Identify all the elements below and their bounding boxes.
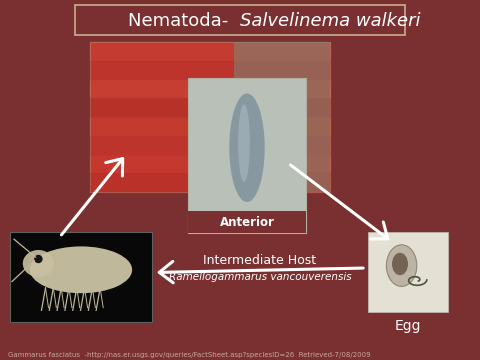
- Text: Egg: Egg: [395, 319, 421, 333]
- Text: Anterior: Anterior: [219, 216, 275, 229]
- Ellipse shape: [392, 253, 408, 275]
- Ellipse shape: [386, 245, 417, 287]
- Text: Gammarus fasciatus  -http://nas.er.usgs.gov/queries/FactSheet.asp?speciesID=26  : Gammarus fasciatus -http://nas.er.usgs.g…: [8, 352, 371, 358]
- Text: Salvelinema walkeri: Salvelinema walkeri: [240, 12, 420, 30]
- Bar: [368, 232, 448, 312]
- Ellipse shape: [229, 94, 264, 202]
- Bar: [188, 211, 306, 233]
- Bar: [188, 78, 306, 233]
- Text: Ramellogammarus vancouverensis: Ramellogammarus vancouverensis: [168, 272, 351, 282]
- Ellipse shape: [238, 104, 250, 182]
- Bar: [90, 42, 330, 192]
- Text: Intermediate Host: Intermediate Host: [204, 254, 317, 267]
- Bar: [234, 42, 330, 192]
- Bar: [75, 5, 405, 35]
- Text: Nematoda-: Nematoda-: [128, 12, 240, 30]
- Ellipse shape: [23, 250, 54, 277]
- Ellipse shape: [30, 246, 132, 293]
- Bar: [10, 232, 152, 322]
- Circle shape: [35, 256, 42, 262]
